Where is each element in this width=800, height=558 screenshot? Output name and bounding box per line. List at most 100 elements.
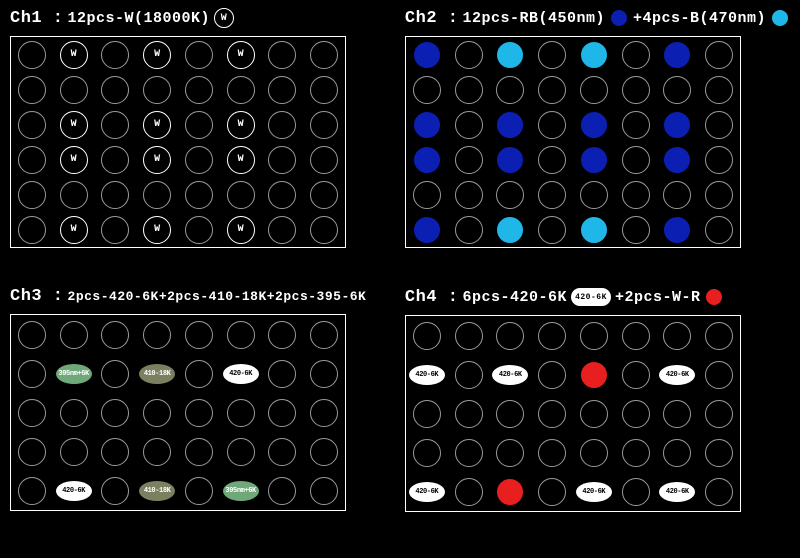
led-cell bbox=[95, 107, 137, 142]
led-cell bbox=[11, 432, 53, 471]
led-empty bbox=[101, 181, 129, 209]
led-cell bbox=[573, 142, 615, 177]
led-cell: 420-6K bbox=[406, 355, 448, 394]
led-cell bbox=[178, 37, 220, 72]
led-cell: W bbox=[53, 37, 95, 72]
led-empty bbox=[60, 321, 88, 349]
led-cell: W bbox=[136, 37, 178, 72]
led-cell: 420-6K bbox=[220, 354, 262, 393]
led-fill bbox=[496, 478, 524, 506]
led-cell bbox=[11, 354, 53, 393]
led-cell bbox=[489, 107, 531, 142]
led-cell bbox=[262, 432, 304, 471]
ch2-prefix: Ch2 : bbox=[405, 9, 459, 28]
led-empty bbox=[705, 146, 733, 174]
led-cell bbox=[531, 212, 573, 247]
led-cell bbox=[262, 212, 304, 247]
led-empty bbox=[663, 439, 691, 467]
led-cell bbox=[178, 107, 220, 142]
led-empty bbox=[538, 439, 566, 467]
led-cell bbox=[95, 142, 137, 177]
led-white: W bbox=[143, 111, 171, 139]
led-empty bbox=[310, 76, 338, 104]
led-cell bbox=[303, 37, 345, 72]
led-cell bbox=[531, 72, 573, 107]
led-cell bbox=[656, 72, 698, 107]
led-cell bbox=[573, 394, 615, 433]
led-fill bbox=[413, 216, 441, 244]
led-cell bbox=[531, 316, 573, 355]
led-cell: 420-6K bbox=[656, 472, 698, 511]
led-empty bbox=[580, 322, 608, 350]
led-empty bbox=[538, 361, 566, 389]
led-cell bbox=[698, 37, 740, 72]
led-cell bbox=[573, 433, 615, 472]
led-empty bbox=[101, 41, 129, 69]
led-cell bbox=[178, 177, 220, 212]
led-empty bbox=[705, 361, 733, 389]
led-cell bbox=[448, 72, 490, 107]
ch2-text-b: +4pcs-B(470nm) bbox=[633, 10, 766, 27]
led-fill bbox=[580, 361, 608, 389]
led-cell bbox=[531, 355, 573, 394]
led-empty bbox=[413, 76, 441, 104]
led-cell bbox=[698, 177, 740, 212]
led-cell bbox=[53, 72, 95, 107]
led-empty bbox=[185, 181, 213, 209]
led-cell bbox=[11, 72, 53, 107]
led-cell: 420-6K bbox=[53, 471, 95, 510]
led-empty bbox=[18, 321, 46, 349]
led-cell: W bbox=[136, 212, 178, 247]
led-cell bbox=[656, 142, 698, 177]
led-empty bbox=[705, 181, 733, 209]
led-cell bbox=[136, 315, 178, 354]
led-cell bbox=[95, 212, 137, 247]
led-cell bbox=[53, 432, 95, 471]
ch1-prefix: Ch1 : bbox=[10, 9, 64, 28]
led-white: W bbox=[227, 216, 255, 244]
led-empty bbox=[18, 360, 46, 388]
led-cell bbox=[573, 355, 615, 394]
led-cell bbox=[489, 316, 531, 355]
led-empty bbox=[622, 146, 650, 174]
led-empty bbox=[268, 360, 296, 388]
legend-rb-icon bbox=[609, 8, 629, 28]
led-cell: 395nm+6K bbox=[53, 354, 95, 393]
led-white: W bbox=[227, 41, 255, 69]
led-pill: 395nm+6K bbox=[223, 481, 259, 501]
led-white: W bbox=[143, 216, 171, 244]
led-cell bbox=[136, 432, 178, 471]
led-empty bbox=[185, 216, 213, 244]
led-cell bbox=[615, 316, 657, 355]
led-cell bbox=[531, 107, 573, 142]
led-cell bbox=[573, 177, 615, 212]
led-empty bbox=[310, 181, 338, 209]
led-cell bbox=[656, 177, 698, 212]
led-fill bbox=[496, 41, 524, 69]
led-empty bbox=[268, 41, 296, 69]
led-empty bbox=[143, 181, 171, 209]
led-empty bbox=[60, 438, 88, 466]
led-empty bbox=[705, 111, 733, 139]
led-empty bbox=[705, 439, 733, 467]
panel-ch3: Ch3 : 2pcs-420-6K+2pcs-410-18K+2pcs-395-… bbox=[0, 279, 395, 558]
led-empty bbox=[185, 41, 213, 69]
led-fill bbox=[580, 216, 608, 244]
led-cell bbox=[95, 393, 137, 432]
led-fill bbox=[580, 111, 608, 139]
led-cell bbox=[11, 315, 53, 354]
led-cell bbox=[11, 142, 53, 177]
led-cell bbox=[573, 212, 615, 247]
ch1-text: 12pcs-W(18000K) bbox=[68, 10, 211, 27]
led-empty bbox=[580, 76, 608, 104]
led-empty bbox=[622, 361, 650, 389]
title-ch1: Ch1 : 12pcs-W(18000K) W bbox=[10, 8, 385, 28]
led-empty bbox=[622, 322, 650, 350]
led-pill: 420-6K bbox=[409, 482, 445, 502]
led-cell bbox=[178, 471, 220, 510]
led-empty bbox=[496, 181, 524, 209]
led-empty bbox=[227, 438, 255, 466]
led-cell bbox=[95, 177, 137, 212]
led-empty bbox=[101, 216, 129, 244]
led-white: W bbox=[143, 146, 171, 174]
